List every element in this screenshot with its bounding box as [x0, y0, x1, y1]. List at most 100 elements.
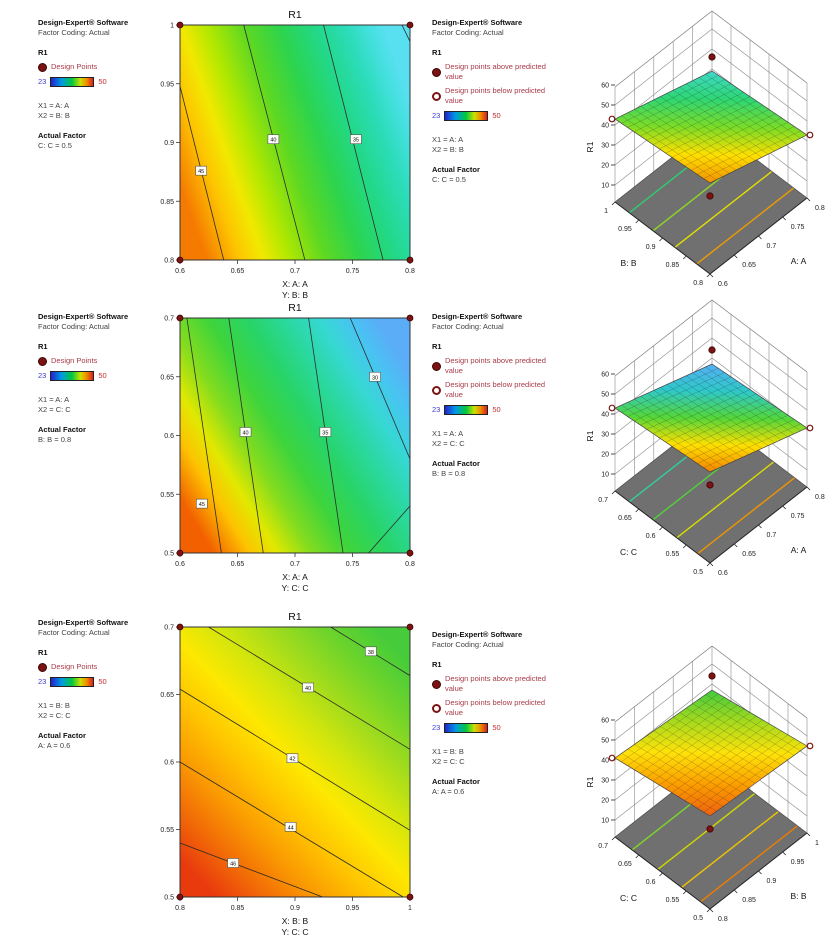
design-point-open-icon	[432, 91, 441, 101]
design-points-row: Design Points	[38, 662, 163, 672]
design-point	[176, 21, 184, 29]
surface-plot-A-C: 60 50 40 30 20 10 R1 0.7 0.65 0.6 0.55 0.5 0.8 0.75 0.…	[585, 299, 825, 577]
right-axis-tick-label: 0.6	[718, 281, 728, 288]
app-title: Design-Expert® Software	[38, 18, 129, 27]
contour-label-box	[195, 165, 207, 176]
z-tick-label: 20	[601, 163, 609, 170]
left-axis-tick-label: 1	[604, 208, 608, 215]
z-tick-label: 50	[601, 103, 609, 110]
y-tick-label: 0.85	[160, 199, 174, 206]
app-title: Design-Expert® Software	[432, 18, 523, 27]
color-scale: 23 50	[432, 111, 557, 121]
actual-factor-value: C: C = 0.5	[38, 141, 72, 150]
contour-panel-1: R1 45 40 35 0.6 0.65 0.7 0.75 0.8 1 0.95 0.9 0.85 0.8…	[148, 6, 428, 306]
right-axis-tick-label: 0.8	[718, 916, 728, 923]
x2-assignment: X2 = C: C	[38, 405, 71, 414]
response-name: R1	[432, 342, 442, 351]
actual-factor-title: Actual Factor	[38, 131, 86, 140]
design-point-above	[708, 672, 716, 680]
left-axis-tick-label: 0.8	[693, 280, 703, 287]
y-tick-label: 0.9	[164, 140, 174, 147]
right-axis-tick-label: 1	[815, 840, 819, 847]
left-axis-tick-label: 0.7	[598, 843, 608, 850]
response-name: R1	[38, 342, 48, 351]
x1-assignment: X1 = A: A	[432, 429, 464, 438]
plot-title: R1	[288, 9, 302, 21]
actual-factor-value: C: C = 0.5	[432, 175, 466, 184]
response-surface	[614, 70, 808, 184]
scale-min: 23	[38, 371, 47, 380]
z-tick-label: 60	[601, 83, 609, 90]
contour-plot-A-B: R1 45 40 35 0.6 0.65 0.7 0.75 0.8 1 0.95 0.9 0.85 0.8…	[160, 9, 415, 300]
scale-max: 50	[492, 723, 501, 732]
z-tick-label: 40	[601, 412, 609, 419]
scale-gradient-bar	[50, 77, 95, 87]
design-point	[406, 893, 414, 901]
contour-label-box	[365, 646, 377, 657]
contour-label-box	[369, 371, 381, 382]
app-title: Design-Expert® Software	[38, 312, 129, 321]
right-axis-tick-label: 0.75	[791, 513, 805, 520]
contour-line	[368, 505, 411, 554]
left-axis-tick-label: 0.55	[666, 897, 680, 904]
scale-max: 50	[492, 111, 501, 120]
design-point-open-icon	[432, 385, 441, 395]
design-point-open-left	[608, 115, 616, 123]
contour-label: 40	[270, 138, 276, 144]
legend-surface-3: Design-Expert® Software Factor Coding: A…	[432, 630, 557, 797]
z-tick-label: 40	[601, 123, 609, 130]
contour-label-box	[267, 134, 280, 145]
right-axis-tick-label: 0.8	[815, 494, 825, 501]
z-axis-label: R1	[585, 430, 595, 441]
x1-assignment: X1 = A: A	[432, 135, 464, 144]
y-tick-label: 0.65	[160, 374, 174, 381]
actual-factor-title: Actual Factor	[432, 165, 480, 174]
left-axis-tick-label: 0.5	[693, 915, 703, 922]
contour-label: 35	[322, 430, 328, 436]
design-points-below-label: Design points below predicted value	[445, 86, 546, 105]
x-tick-label: 0.75	[346, 561, 360, 568]
left-axis-tick-label: 0.85	[666, 262, 680, 269]
z-tick-label: 30	[601, 143, 609, 150]
x1-assignment: X1 = A: A	[38, 395, 70, 404]
actual-factor-title: Actual Factor	[38, 425, 86, 434]
x-tick-label: 0.8	[175, 905, 185, 912]
factor-coding-label: Factor Coding: Actual	[432, 640, 504, 649]
design-points-above-label: Design points above predicted value	[445, 62, 546, 81]
x-tick-label: 0.8	[405, 561, 415, 568]
z-tick-label: 10	[601, 818, 609, 825]
contour-line	[179, 842, 323, 898]
contour-label-box	[319, 427, 332, 437]
z-tick-label: 40	[601, 758, 609, 765]
contour-label: 40	[305, 686, 311, 692]
design-point-open-right	[806, 131, 814, 139]
design-points-above-row: Design points above predicted value	[432, 356, 557, 376]
left-axis-tick-label: 0.6	[646, 879, 656, 886]
contour-label-box	[284, 822, 297, 832]
design-point-open-left	[608, 754, 616, 762]
left-axis-tick-label: 0.95	[618, 226, 632, 233]
floor-contour-line	[674, 170, 773, 248]
x-tick-label: 0.65	[231, 561, 245, 568]
right-axis-tick-label: 0.65	[742, 551, 756, 558]
right-axis-tick-label: 0.75	[791, 224, 805, 231]
x2-assignment: X2 = C: C	[432, 439, 465, 448]
actual-factor-title: Actual Factor	[432, 459, 480, 468]
design-points-above-row: Design points above predicted value	[432, 62, 557, 82]
response-name: R1	[38, 648, 48, 657]
y-axis-label: Y: B: B	[282, 290, 308, 300]
x-tick-label: 0.7	[290, 561, 300, 568]
floor-contour-line	[700, 825, 798, 903]
x-tick-label: 1	[408, 905, 412, 912]
right-axis-tick-label: 0.9	[767, 878, 777, 885]
design-point	[406, 623, 414, 631]
x-tick-label: 0.85	[231, 905, 245, 912]
z-axis-label: R1	[585, 141, 595, 152]
y-axis-label: Y: C: C	[282, 583, 309, 593]
z-tick-label: 30	[601, 432, 609, 439]
scale-min: 23	[432, 723, 441, 732]
surface-panel-1: 60 50 40 30 20 10 R1 1 0.95 0.9 0.85 0.8 0.8 0.75 0.7 0…	[585, 4, 833, 312]
design-points-label: Design Points	[51, 662, 98, 671]
scale-max: 50	[492, 405, 501, 414]
